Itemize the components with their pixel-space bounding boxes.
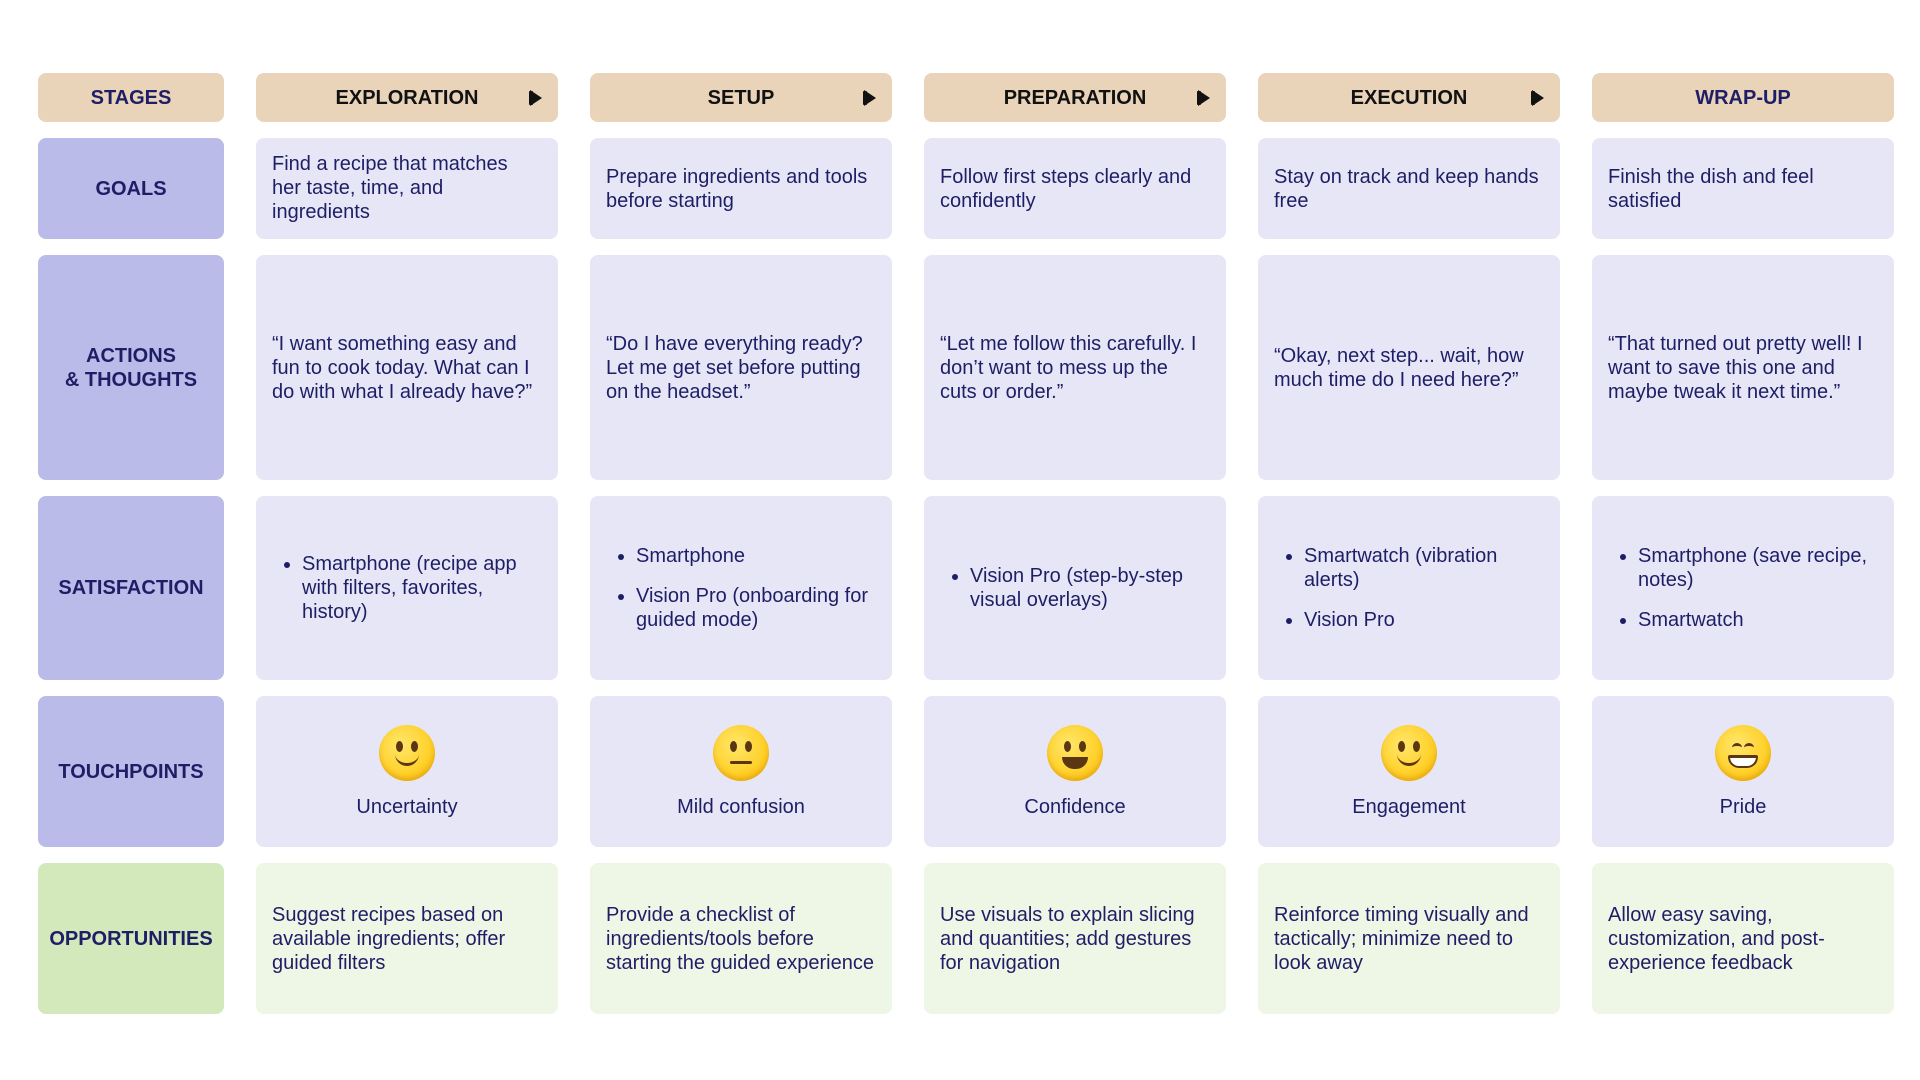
goal-cell: Follow first steps clearly and confident…	[924, 138, 1226, 239]
device-list: Smartphone (save recipe, notes) Smartwat…	[1608, 544, 1878, 632]
device-item: Vision Pro	[1304, 608, 1544, 632]
device-list: Smartwatch (vibration alerts) Vision Pro	[1274, 544, 1544, 632]
device-item: Smartwatch (vibration alerts)	[1304, 544, 1544, 592]
satisfaction-cell: Vision Pro (step-by-step visual overlays…	[924, 496, 1226, 680]
opportunity-text: Reinforce timing visually and tactically…	[1274, 903, 1529, 974]
goal-text: Finish the dish and feel satisfied	[1608, 165, 1814, 212]
row-label-text: GOALS	[95, 177, 167, 200]
stages-header-label: STAGES	[90, 86, 172, 109]
goal-text: Stay on track and keep hands free	[1274, 165, 1539, 212]
row-label-opportunities: OPPORTUNITIES	[38, 863, 224, 1014]
opportunity-text: Use visuals to explain slicing and quant…	[940, 903, 1195, 974]
stage-header-label: EXPLORATION	[335, 86, 479, 109]
thought-cell: “Okay, next step... wait, how much time …	[1258, 255, 1560, 480]
thought-text: “I want something easy and fun to cook t…	[272, 332, 533, 403]
emotion-label: Uncertainty	[356, 795, 458, 818]
device-list: Smartphone (recipe app with filters, fav…	[272, 552, 542, 624]
thought-cell: “I want something easy and fun to cook t…	[256, 255, 558, 480]
row-label-actions-thoughts: ACTIONS & THOUGHTS	[38, 255, 224, 480]
device-list: Smartphone Vision Pro (onboarding for gu…	[606, 544, 876, 632]
slightly-smiling-face-icon	[1381, 724, 1437, 781]
thought-text: “Let me follow this carefully. I don’t w…	[940, 332, 1197, 403]
goal-text: Prepare ingredients and tools before sta…	[606, 165, 868, 212]
next-stage-icon	[1531, 89, 1544, 106]
device-list: Vision Pro (step-by-step visual overlays…	[940, 564, 1210, 612]
next-stage-icon	[1197, 89, 1210, 106]
goal-text: Find a recipe that matches her taste, ti…	[272, 153, 508, 223]
opportunity-text: Allow easy saving, customization, and po…	[1608, 903, 1825, 974]
row-label-touchpoints: TOUCHPOINTS	[38, 696, 224, 847]
stage-header-label: EXECUTION	[1350, 86, 1468, 109]
thought-cell: “That turned out pretty well! I want to …	[1592, 255, 1894, 480]
goal-cell: Prepare ingredients and tools before sta…	[590, 138, 892, 239]
goal-cell: Finish the dish and feel satisfied	[1592, 138, 1894, 239]
stage-header-exploration: EXPLORATION	[256, 73, 558, 122]
opportunity-cell: Provide a checklist of ingredients/tools…	[590, 863, 892, 1014]
satisfaction-cell: Smartphone Vision Pro (onboarding for gu…	[590, 496, 892, 680]
row-label-text: OPPORTUNITIES	[49, 927, 213, 950]
stages-header: STAGES	[38, 73, 224, 122]
device-item: Smartphone (save recipe, notes)	[1638, 544, 1878, 592]
neutral-face-icon	[713, 724, 769, 781]
journey-map: STAGES EXPLORATION SETUP PREPARATION EXE…	[38, 73, 1894, 1014]
stage-header-preparation: PREPARATION	[924, 73, 1226, 122]
satisfaction-cell: Smartphone (save recipe, notes) Smartwat…	[1592, 496, 1894, 680]
opportunity-cell: Reinforce timing visually and tactically…	[1258, 863, 1560, 1014]
stage-header-label: WRAP-UP	[1695, 86, 1791, 109]
opportunity-cell: Use visuals to explain slicing and quant…	[924, 863, 1226, 1014]
emotion-label: Engagement	[1352, 795, 1466, 818]
opportunity-text: Suggest recipes based on available ingre…	[272, 903, 506, 974]
emotion-cell: Pride	[1592, 696, 1894, 847]
thought-cell: “Let me follow this carefully. I don’t w…	[924, 255, 1226, 480]
thought-text: “That turned out pretty well! I want to …	[1608, 332, 1863, 403]
opportunity-cell: Suggest recipes based on available ingre…	[256, 863, 558, 1014]
emotion-cell: Mild confusion	[590, 696, 892, 847]
emotion-cell: Uncertainty	[256, 696, 558, 847]
goal-cell: Stay on track and keep hands free	[1258, 138, 1560, 239]
row-label-goals: GOALS	[38, 138, 224, 239]
device-item: Smartphone	[636, 544, 876, 568]
stage-header-execution: EXECUTION	[1258, 73, 1560, 122]
device-item: Vision Pro (step-by-step visual overlays…	[970, 564, 1210, 612]
grinning-face-icon	[1047, 724, 1103, 781]
thought-text: “Do I have everything ready? Let me get …	[606, 332, 863, 403]
row-label-text: ACTIONS & THOUGHTS	[64, 344, 198, 391]
device-item: Smartphone (recipe app with filters, fav…	[302, 552, 542, 624]
stage-header-wrap-up: WRAP-UP	[1592, 73, 1894, 122]
row-label-text: SATISFACTION	[58, 577, 204, 599]
next-stage-icon	[863, 89, 876, 106]
row-label-satisfaction: SATISFACTION	[38, 496, 224, 680]
stage-header-label: SETUP	[707, 86, 775, 109]
stage-header-setup: SETUP	[590, 73, 892, 122]
emotion-label: Pride	[1719, 795, 1767, 818]
next-stage-icon	[529, 89, 542, 106]
opportunity-cell: Allow easy saving, customization, and po…	[1592, 863, 1894, 1014]
satisfaction-cell: Smartphone (recipe app with filters, fav…	[256, 496, 558, 680]
emotion-cell: Confidence	[924, 696, 1226, 847]
device-item: Smartwatch	[1638, 608, 1878, 632]
goal-cell: Find a recipe that matches her taste, ti…	[256, 138, 558, 239]
emotion-cell: Engagement	[1258, 696, 1560, 847]
stage-header-label: PREPARATION	[1003, 86, 1147, 109]
emotion-label: Confidence	[1024, 795, 1126, 818]
beaming-face-icon	[1715, 724, 1771, 781]
row-label-text: TOUCHPOINTS	[58, 760, 204, 783]
emotion-label: Mild confusion	[677, 795, 805, 818]
goal-text: Follow first steps clearly and confident…	[940, 165, 1192, 212]
thought-cell: “Do I have everything ready? Let me get …	[590, 255, 892, 480]
satisfaction-cell: Smartwatch (vibration alerts) Vision Pro	[1258, 496, 1560, 680]
device-item: Vision Pro (onboarding for guided mode)	[636, 584, 876, 632]
thought-text: “Okay, next step... wait, how much time …	[1274, 344, 1524, 391]
opportunity-text: Provide a checklist of ingredients/tools…	[606, 903, 874, 974]
slightly-smiling-face-icon	[379, 724, 435, 781]
